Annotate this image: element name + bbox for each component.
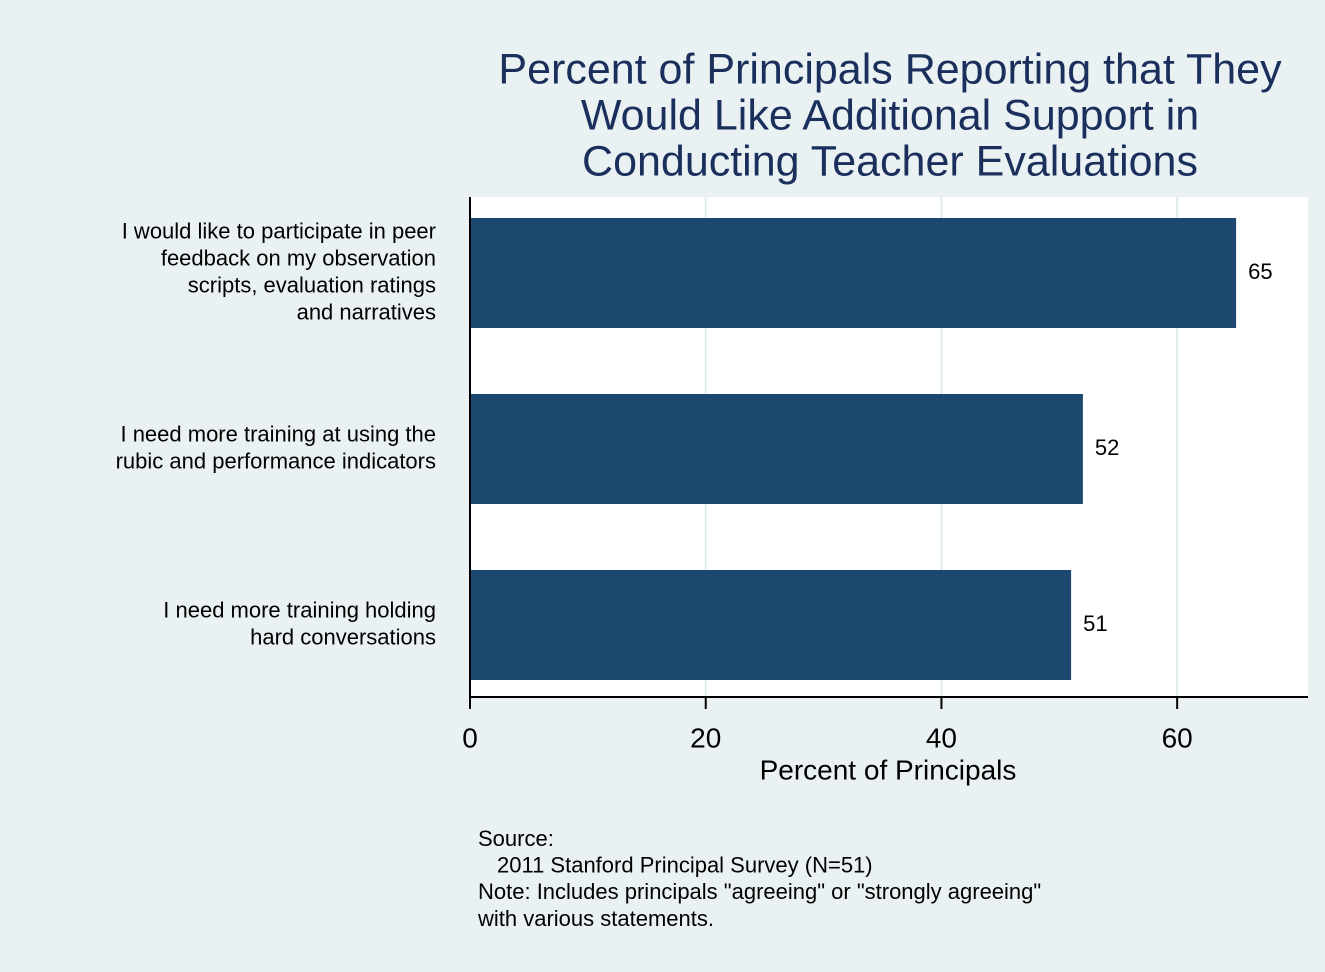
x-tick-label: 20 — [690, 722, 721, 753]
bar — [470, 394, 1083, 504]
chart-title: Percent of Principals Reporting that The… — [498, 45, 1282, 93]
value-label: 52 — [1095, 435, 1119, 460]
y-tick-label: I would like to participate in peer — [122, 218, 436, 243]
x-tick-label: 40 — [926, 722, 957, 753]
y-tick-label: scripts, evaluation ratings — [188, 272, 436, 297]
x-tick-label: 0 — [462, 722, 478, 753]
chart-title: Conducting Teacher Evaluations — [582, 137, 1198, 185]
y-tick-label: I need more training holding — [163, 597, 436, 622]
note: 2011 Stanford Principal Survey (N=51) — [497, 853, 873, 878]
y-tick-label: I need more training at using the — [120, 421, 436, 446]
bar — [470, 570, 1072, 680]
note: Note: Includes principals "agreeing" or … — [478, 879, 1041, 904]
value-label: 65 — [1248, 259, 1272, 284]
x-tick-label: 60 — [1162, 722, 1193, 753]
chart-title: Would Like Additional Support in — [581, 91, 1199, 139]
value-label: 51 — [1083, 611, 1107, 636]
y-tick-label: and narratives — [297, 299, 436, 324]
y-tick-label: rubic and performance indicators — [116, 448, 436, 473]
x-axis-title: Percent of Principals — [760, 754, 1017, 785]
y-tick-label: feedback on my observation — [161, 245, 436, 270]
bar — [470, 218, 1237, 328]
note: Source: — [478, 826, 554, 851]
y-tick-label: hard conversations — [250, 624, 436, 649]
note: with various statements. — [477, 906, 714, 931]
